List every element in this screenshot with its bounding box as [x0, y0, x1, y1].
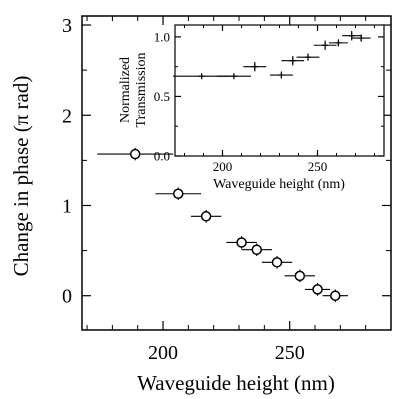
inset-tick-labels: 200 250 0.0 0.5 1.0	[154, 29, 328, 174]
main-x-axis-label: Waveguide height (nm)	[137, 371, 335, 395]
main-marker-circle	[200, 211, 212, 222]
inset-x-axis-label: Waveguide height (nm)	[213, 177, 345, 192]
main-data-point	[322, 289, 348, 303]
inset-data-point	[281, 55, 305, 66]
main-data-point	[284, 269, 316, 283]
main-y-tick-label: 2	[62, 105, 72, 127]
inset-plot: 200 250 0.0 0.5 1.0 Waveguide height (nm) No…	[118, 24, 385, 192]
main-marker-circle	[129, 148, 141, 160]
inset-y-tick-label: 0.0	[154, 149, 170, 164]
main-marker-circle	[312, 284, 323, 295]
main-tick-labels: 200 250 0 1 2 3	[62, 15, 305, 364]
main-ticks	[82, 16, 392, 330]
inset-ticks	[175, 25, 384, 157]
inset-x-tick-label: 200	[213, 159, 233, 174]
main-marker-circle	[172, 188, 184, 200]
inset-y-axis-label-line-1: Normalized	[118, 57, 133, 123]
inset-y-axis-label-line-2: Transmission	[134, 53, 149, 128]
main-marker-circle	[330, 290, 341, 301]
main-x-tick-label: 200	[148, 342, 178, 364]
inset-data-points	[173, 30, 371, 80]
inset-plot-frame	[174, 24, 385, 157]
main-data-point	[155, 187, 202, 201]
inset-data-point	[296, 53, 320, 61]
inset-data-point	[270, 71, 293, 79]
inset-x-tick-label: 250	[308, 159, 328, 174]
main-data-point	[226, 236, 257, 249]
main-data-point	[241, 243, 272, 257]
main-data-points	[97, 147, 348, 303]
main-y-tick-label: 0	[62, 286, 72, 308]
main-y-tick-label: 3	[62, 15, 72, 37]
main-plot: 200 250 0 1 2 3 Waveguide height (nm) Change …	[9, 15, 392, 395]
inset-data-point	[243, 61, 267, 72]
main-marker-circle	[294, 270, 306, 282]
main-marker-circle	[236, 237, 247, 248]
inset-data-point	[313, 40, 337, 51]
main-data-point	[190, 209, 222, 223]
main-x-tick-label: 250	[275, 342, 305, 364]
inset-y-tick-label: 0.5	[154, 89, 170, 104]
main-y-axis-label: Change in phase (π rad)	[9, 76, 33, 277]
inset-y-tick-label: 1.0	[154, 29, 170, 44]
inset-data-point	[351, 34, 371, 42]
main-data-point	[304, 283, 331, 296]
main-data-point	[261, 256, 293, 269]
main-marker-circle	[271, 257, 283, 268]
main-plot-frame	[81, 15, 392, 331]
main-marker-circle	[251, 244, 263, 255]
inset-data-point	[216, 73, 251, 80]
inset-data-point	[328, 39, 348, 47]
main-data-point	[97, 147, 174, 161]
main-y-tick-label: 1	[62, 195, 72, 217]
